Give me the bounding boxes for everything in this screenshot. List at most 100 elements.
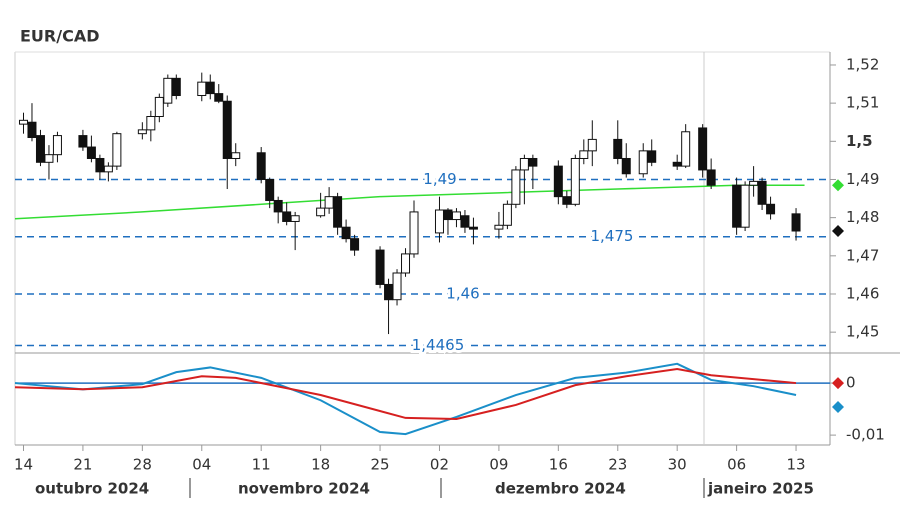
- x-tick-label: 11: [252, 456, 271, 474]
- y-tick-label: 1,49: [846, 170, 879, 188]
- candle-body: [528, 157, 538, 167]
- y-tick-label: 1,47: [846, 246, 879, 264]
- candle-body: [222, 100, 232, 159]
- candle-body: [468, 226, 478, 230]
- indicator-line: [14, 367, 797, 420]
- y-tick-label: 1,45: [846, 323, 879, 341]
- candle-body: [409, 211, 419, 255]
- candle-body: [375, 249, 385, 285]
- candle-body: [35, 135, 45, 163]
- candle-body: [587, 138, 597, 152]
- candle-body: [570, 157, 580, 205]
- candle-body: [460, 215, 470, 228]
- y-tick-label: 1,46: [846, 284, 879, 302]
- y-tick-label: 1,52: [846, 55, 879, 73]
- candle-body: [44, 154, 54, 163]
- level-label: 1,49: [423, 170, 456, 188]
- x-tick-label: 04: [192, 456, 211, 474]
- candle-body: [766, 203, 776, 215]
- x-tick-label: 14: [14, 456, 33, 474]
- level-label: 1,46: [446, 284, 479, 302]
- candle-body: [443, 209, 453, 221]
- candle-body: [316, 207, 326, 217]
- candle-body: [256, 152, 266, 180]
- x-tick-label: 30: [668, 456, 687, 474]
- candle-body: [621, 157, 631, 175]
- candle-body: [273, 199, 283, 213]
- candle-body: [146, 116, 156, 131]
- level-label: 1,4465: [412, 336, 465, 354]
- candle-body: [791, 213, 801, 232]
- candle-body: [494, 224, 504, 230]
- x-tick-label: 23: [608, 456, 627, 474]
- candle-body: [214, 93, 224, 102]
- candle-body: [154, 96, 164, 118]
- candle-body: [163, 77, 173, 104]
- y-tick-label: 1,51: [846, 94, 879, 112]
- candle-body: [519, 157, 529, 171]
- y-tick-label: 0: [846, 374, 856, 392]
- candle-body: [137, 129, 147, 135]
- last-value-marker: [832, 377, 844, 390]
- candle-body: [231, 152, 241, 159]
- month-label: novembro 2024: [238, 480, 370, 498]
- candle-body: [350, 238, 360, 251]
- x-tick-label: 13: [786, 456, 805, 474]
- candle-body: [78, 135, 88, 148]
- indicator-line: [14, 362, 797, 436]
- month-label: outubro 2024: [35, 480, 149, 498]
- x-tick-label: 16: [549, 456, 568, 474]
- candle-body: [579, 150, 589, 159]
- candle-body: [740, 184, 750, 228]
- moving-average: [14, 184, 805, 220]
- candle-body: [52, 135, 62, 156]
- candle-body: [86, 146, 96, 159]
- candle-body: [103, 165, 113, 173]
- y-tick-label: 1,48: [846, 208, 879, 226]
- candle-body: [562, 196, 572, 205]
- candle-body: [553, 165, 563, 198]
- y-tick-label: 1,5: [846, 132, 873, 150]
- last-close-marker: [832, 225, 844, 238]
- candle-body: [511, 169, 521, 205]
- x-tick-label: 25: [371, 456, 390, 474]
- candle-body: [197, 81, 207, 97]
- candle-body: [18, 119, 28, 125]
- candle-body: [290, 215, 300, 222]
- candle-body: [613, 138, 623, 159]
- level-label: 1,475: [591, 227, 634, 245]
- x-tick-label: 18: [311, 456, 330, 474]
- candle-body: [341, 226, 351, 240]
- candle-body: [27, 121, 37, 138]
- x-tick-label: 02: [430, 456, 449, 474]
- chart-title: EUR/CAD: [20, 27, 100, 46]
- candle-body: [638, 150, 648, 175]
- candle-body: [282, 211, 292, 222]
- candle-body: [265, 178, 275, 201]
- candle-body: [324, 196, 334, 209]
- x-tick-label: 28: [133, 456, 152, 474]
- candle-body: [112, 133, 122, 167]
- candle-body: [502, 203, 512, 226]
- candle-body: [205, 81, 215, 95]
- candle-body: [681, 131, 691, 167]
- candle-body: [451, 211, 461, 221]
- candle-body: [401, 253, 411, 274]
- candle-body: [333, 196, 343, 228]
- candle-body: [384, 283, 394, 301]
- candle-body: [672, 161, 682, 167]
- candle-body: [698, 127, 708, 171]
- last-ma-marker: [832, 179, 844, 192]
- candle-body: [732, 184, 742, 228]
- candle-body: [757, 180, 767, 205]
- candle-body: [392, 272, 402, 301]
- x-tick-label: 21: [73, 456, 92, 474]
- candle-body: [95, 157, 105, 173]
- y-tick-label: -0,01: [846, 426, 885, 444]
- candle-body: [749, 180, 759, 186]
- candle-body: [706, 169, 716, 186]
- x-tick-label: 06: [727, 456, 746, 474]
- month-label: janeiro 2025: [707, 480, 814, 498]
- last-value-marker: [832, 401, 844, 414]
